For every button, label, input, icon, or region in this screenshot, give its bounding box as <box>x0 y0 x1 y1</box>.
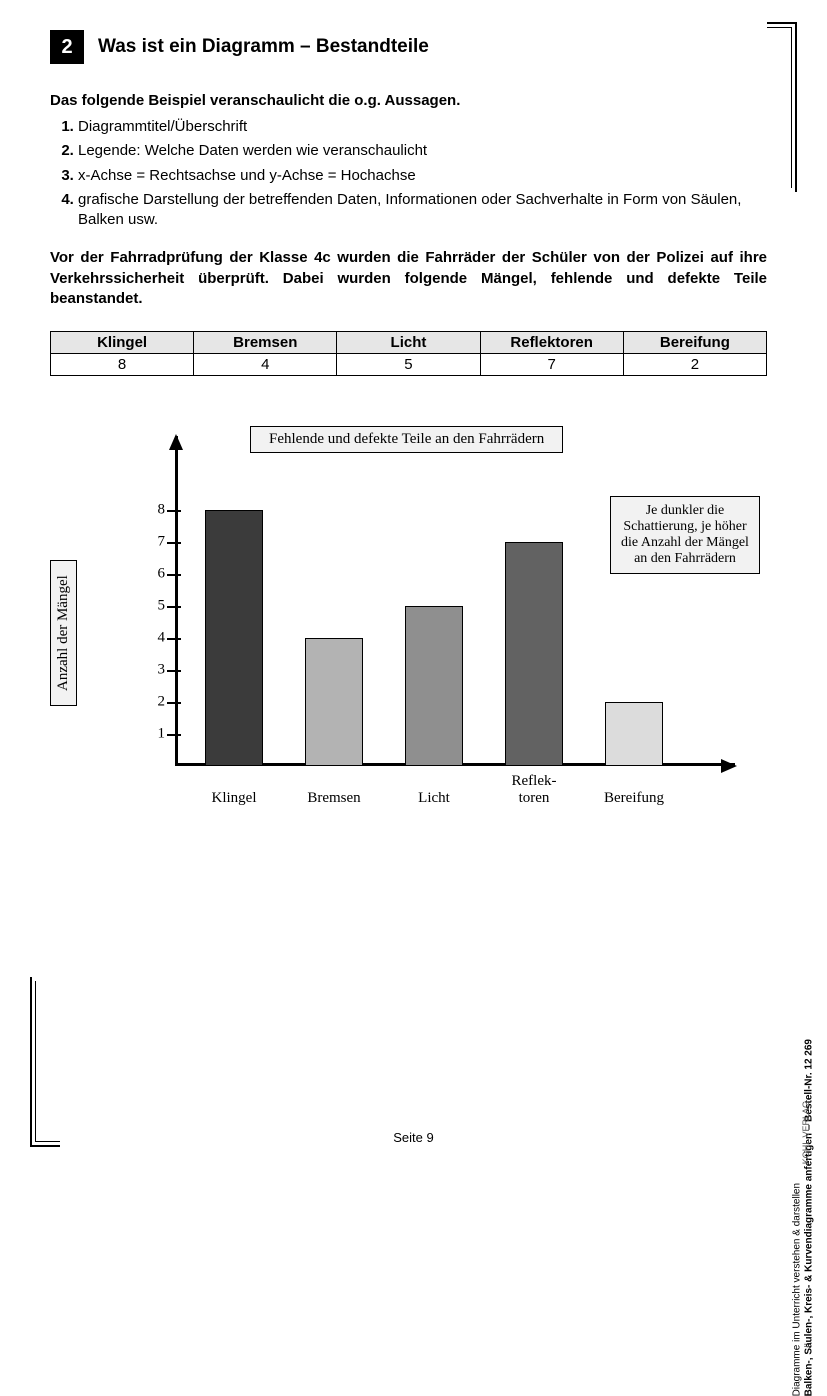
bar-chart: Fehlende und defekte Teile an den Fahrrä… <box>60 426 760 846</box>
context-paragraph: Vor der Fahrradprüfung der Klasse 4c wur… <box>50 248 767 309</box>
corner-decoration-bl <box>30 977 60 1147</box>
publisher-logo: KOHL VERLAG <box>801 1101 811 1164</box>
section-header: 2 Was ist ein Diagramm – Bestandteile <box>50 30 767 64</box>
list-item: Diagrammtitel/Überschrift <box>78 117 767 137</box>
x-label: Licht <box>389 790 479 807</box>
table-header: Klingel <box>51 332 194 354</box>
y-tick-label: 6 <box>145 566 165 583</box>
x-label: Klingel <box>189 790 279 807</box>
corner-decoration-tr <box>767 22 797 192</box>
side-line: Diagramme im Unterricht verstehen & dars… <box>791 1039 803 1396</box>
y-tick <box>167 638 181 640</box>
bars-group <box>175 476 735 766</box>
table-cell: 5 <box>337 354 480 376</box>
list-item: x-Achse = Rechtsachse und y-Achse = Hoch… <box>78 166 767 186</box>
plot-area: 12345678 KlingelBremsenLichtReflek-toren… <box>175 436 735 806</box>
list-item: grafische Darstellung der betreffenden D… <box>78 190 767 231</box>
y-axis-arrow-icon <box>169 434 183 450</box>
table-header-row: Klingel Bremsen Licht Reflektoren Bereif… <box>51 332 767 354</box>
intro-text: Das folgende Beispiel veranschaulicht di… <box>50 92 767 109</box>
table-cell: 2 <box>623 354 766 376</box>
x-label: Bereifung <box>589 790 679 807</box>
parts-list: Diagrammtitel/Überschrift Legende: Welch… <box>50 117 767 230</box>
bar <box>305 638 363 766</box>
table-header: Reflektoren <box>480 332 623 354</box>
bar <box>205 510 263 766</box>
y-tick <box>167 702 181 704</box>
y-tick-label: 4 <box>145 630 165 647</box>
y-tick <box>167 734 181 736</box>
y-tick <box>167 670 181 672</box>
y-tick <box>167 574 181 576</box>
y-axis-label: Anzahl der Mängel <box>50 560 77 706</box>
list-item: Legende: Welche Daten werden wie veransc… <box>78 141 767 161</box>
side-publication-info: Diagramme im Unterricht verstehen & dars… <box>791 1039 815 1396</box>
bar <box>405 606 463 766</box>
table-row: 8 4 5 7 2 <box>51 354 767 376</box>
table-cell: 8 <box>51 354 194 376</box>
bar <box>605 702 663 766</box>
table-cell: 4 <box>194 354 337 376</box>
page-number: Seite 9 <box>0 1130 827 1145</box>
section-title: Was ist ein Diagramm – Bestandteile <box>98 36 429 58</box>
table-cell: 7 <box>480 354 623 376</box>
data-table: Klingel Bremsen Licht Reflektoren Bereif… <box>50 331 767 376</box>
x-label: Bremsen <box>289 790 379 807</box>
y-tick-label: 5 <box>145 598 165 615</box>
y-tick-label: 8 <box>145 502 165 519</box>
y-tick-label: 3 <box>145 662 165 679</box>
table-header: Bremsen <box>194 332 337 354</box>
side-line: Balken-, Säulen-, Kreis- & Kurvendiagram… <box>803 1039 815 1396</box>
x-label: Reflek-toren <box>489 773 579 806</box>
y-tick <box>167 510 181 512</box>
y-tick <box>167 606 181 608</box>
y-tick-label: 2 <box>145 694 165 711</box>
y-tick-label: 1 <box>145 726 165 743</box>
y-tick-label: 7 <box>145 534 165 551</box>
table-header: Bereifung <box>623 332 766 354</box>
section-number: 2 <box>50 30 84 64</box>
table-header: Licht <box>337 332 480 354</box>
y-tick <box>167 542 181 544</box>
bar <box>505 542 563 766</box>
